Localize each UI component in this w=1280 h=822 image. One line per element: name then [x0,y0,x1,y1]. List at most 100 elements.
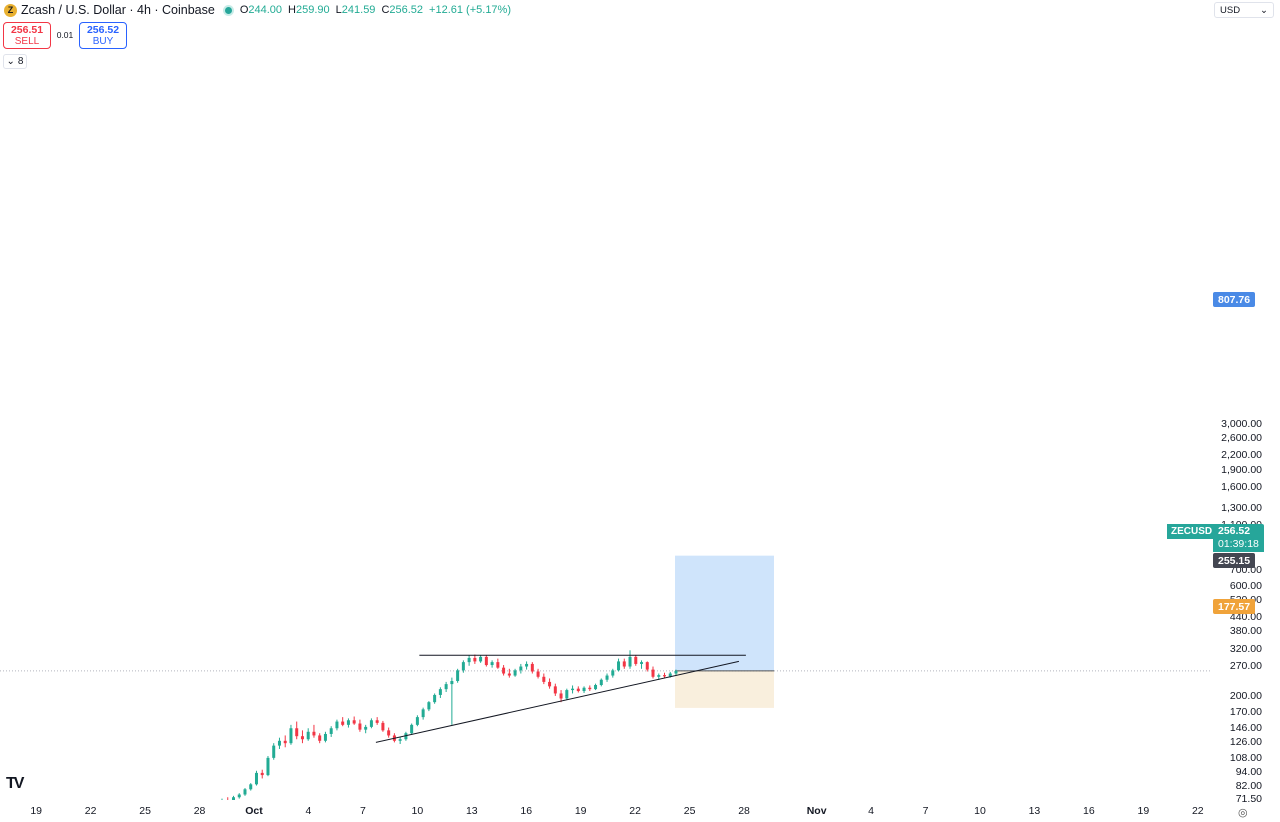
tradingview-logo[interactable]: TV [6,775,25,792]
time-axis-label: 16 [1083,805,1095,817]
chevron-down-icon: ⌄ [1260,4,1268,16]
price-axis-label: 2,200.00 [1221,448,1262,461]
price-axis-label: 380.00 [1229,625,1262,638]
buy-price: 256.52 [86,24,120,36]
candle-body [594,685,598,690]
candle-body [237,794,241,798]
close-label: C [381,4,390,16]
price-axis-label: 94.00 [1235,765,1262,778]
currency-value: USD [1220,4,1241,16]
candle-body [507,673,511,676]
candle-body [421,709,425,718]
sell-label: SELL [14,36,40,47]
time-axis-label: 28 [193,805,206,817]
price-axis-label: 71.50 [1235,793,1262,806]
candle-body [640,662,644,664]
change-value: +12.61 (+5.17%) [429,4,511,16]
time-axis-label: 28 [738,805,750,817]
candle-body [254,772,258,785]
candle-body [502,667,506,674]
candle-body [657,675,661,677]
zcash-coin-icon: Z [4,3,17,17]
price-axis-label: 270.00 [1229,659,1262,672]
indicators-toggle[interactable]: ⌄ 8 [3,54,27,69]
candle-body [628,656,632,667]
candle-body [622,661,626,667]
candle-body [260,772,264,776]
time-axis-label: 7 [359,805,366,817]
price-axis-label: 200.00 [1229,689,1262,702]
candle-body [571,688,575,691]
price-chart[interactable] [0,0,1210,800]
time-axis-label: 13 [465,805,478,817]
buy-label: BUY [92,36,114,47]
candle-body [312,731,316,736]
candle-body [536,671,540,677]
currency-selector[interactable]: USD ⌄ [1214,2,1274,18]
time-axis-label: Oct [245,805,263,817]
market-open-indicator [224,6,232,14]
candle-body [553,686,557,694]
time-axis-label: 4 [305,805,312,817]
sell-button[interactable]: 256.51 SELL [3,22,51,49]
candle-body [335,721,339,729]
time-axis-label: 19 [30,805,43,817]
candle-body [318,735,322,741]
candle-body [542,676,546,682]
candle-body [519,666,523,671]
candle-body [249,784,253,790]
price-axis-label: 146.00 [1229,721,1262,734]
time-axis-label: 25 [139,805,151,817]
candle-body [674,670,678,674]
candle-body [323,733,327,741]
candle-body [467,657,471,663]
low-value: 241.59 [341,4,376,16]
price-axis-label: 108.00 [1229,751,1262,764]
candle-body [525,663,529,667]
sell-price: 256.51 [10,24,44,36]
settings-icon[interactable]: ◎ [1238,807,1248,819]
current-price-tag: 256.52 01:39:18 [1213,524,1264,552]
candle-body [479,656,483,662]
candle-body [588,687,592,690]
candle-body [231,797,235,800]
time-axis-label: 22 [84,805,97,817]
chevron-down-icon: ⌄ [6,56,15,67]
candle-body [427,702,431,710]
candle-body [484,656,488,666]
candle-body [300,736,304,740]
candle-body [404,733,408,740]
price-axis-label: 126.00 [1229,736,1262,749]
candle-body [663,675,667,677]
candle-body [341,721,345,725]
candle-body [611,670,615,676]
candle-body [668,673,672,677]
candle-body [415,717,419,725]
time-axis-label: 19 [1137,805,1150,817]
candle-body [266,757,270,776]
candle-body [456,670,460,682]
symbol-title[interactable]: Zcash / U.S. Dollar · 4h · Coinbase [21,3,215,17]
price-axis-label: 1,900.00 [1221,463,1262,476]
candle-body [496,662,500,668]
time-axis-label: 10 [974,805,986,817]
time-axis-label: 25 [683,805,696,817]
symbol-tag: ZECUSD [1167,524,1217,539]
price-axis-label: 82.00 [1235,779,1262,792]
candle-body [559,693,563,699]
low-price-tag: 255.15 [1213,553,1256,568]
indicator-count: 8 [17,56,24,67]
candle-body [634,656,638,664]
high-value: 259.90 [296,4,330,16]
candle-body [473,657,477,662]
buy-button[interactable]: 256.52 BUY [79,22,127,49]
candle-body [243,789,247,795]
candle-body [490,662,494,666]
candle-body [283,740,287,744]
candle-body [444,684,448,690]
candle-body [433,694,437,703]
candle-body [272,745,276,758]
candle-body [306,731,310,740]
loss-zone [675,670,774,708]
candle-body [582,687,586,692]
